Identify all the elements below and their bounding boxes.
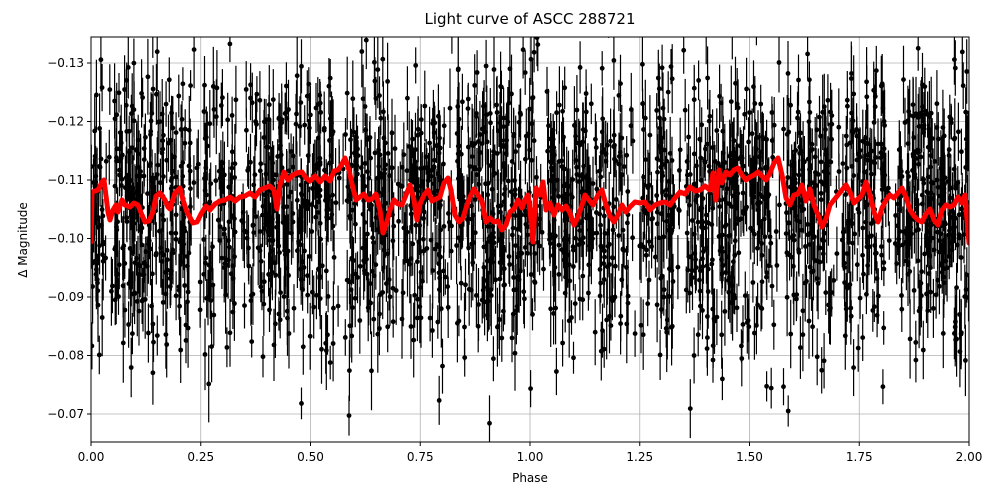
y-tick-label: −0.07 [47,407,84,421]
x-tick-label: 1.25 [626,450,653,464]
y-tick-label: −0.08 [47,349,84,363]
x-tick-label: 0.00 [78,450,105,464]
y-tick-label: −0.13 [47,56,84,70]
y-axis-ticks: −0.13 −0.12 −0.11 −0.10 −0.09 −0.08 −0.07 [47,56,91,421]
x-tick-label: 0.50 [297,450,324,464]
y-tick-label: −0.10 [47,232,84,246]
y-tick-label: −0.09 [47,290,84,304]
x-tick-label: 0.25 [187,450,214,464]
x-tick-label: 0.75 [407,450,434,464]
x-tick-label: 1.50 [736,450,763,464]
x-tick-label: 1.75 [846,450,873,464]
y-tick-label: −0.12 [47,115,84,129]
x-tick-label: 1.00 [517,450,544,464]
x-tick-label: 2.00 [956,450,983,464]
x-axis-ticks: 0.00 0.25 0.50 0.75 1.00 1.25 1.50 1.75 2.00 [78,442,983,464]
y-tick-label: −0.11 [47,173,84,187]
chart-title: Light curve of ASCC 288721 [425,10,636,28]
trend-line [91,155,969,246]
y-axis-label: Δ Magnitude [16,202,30,278]
x-axis-label: Phase [512,471,548,485]
